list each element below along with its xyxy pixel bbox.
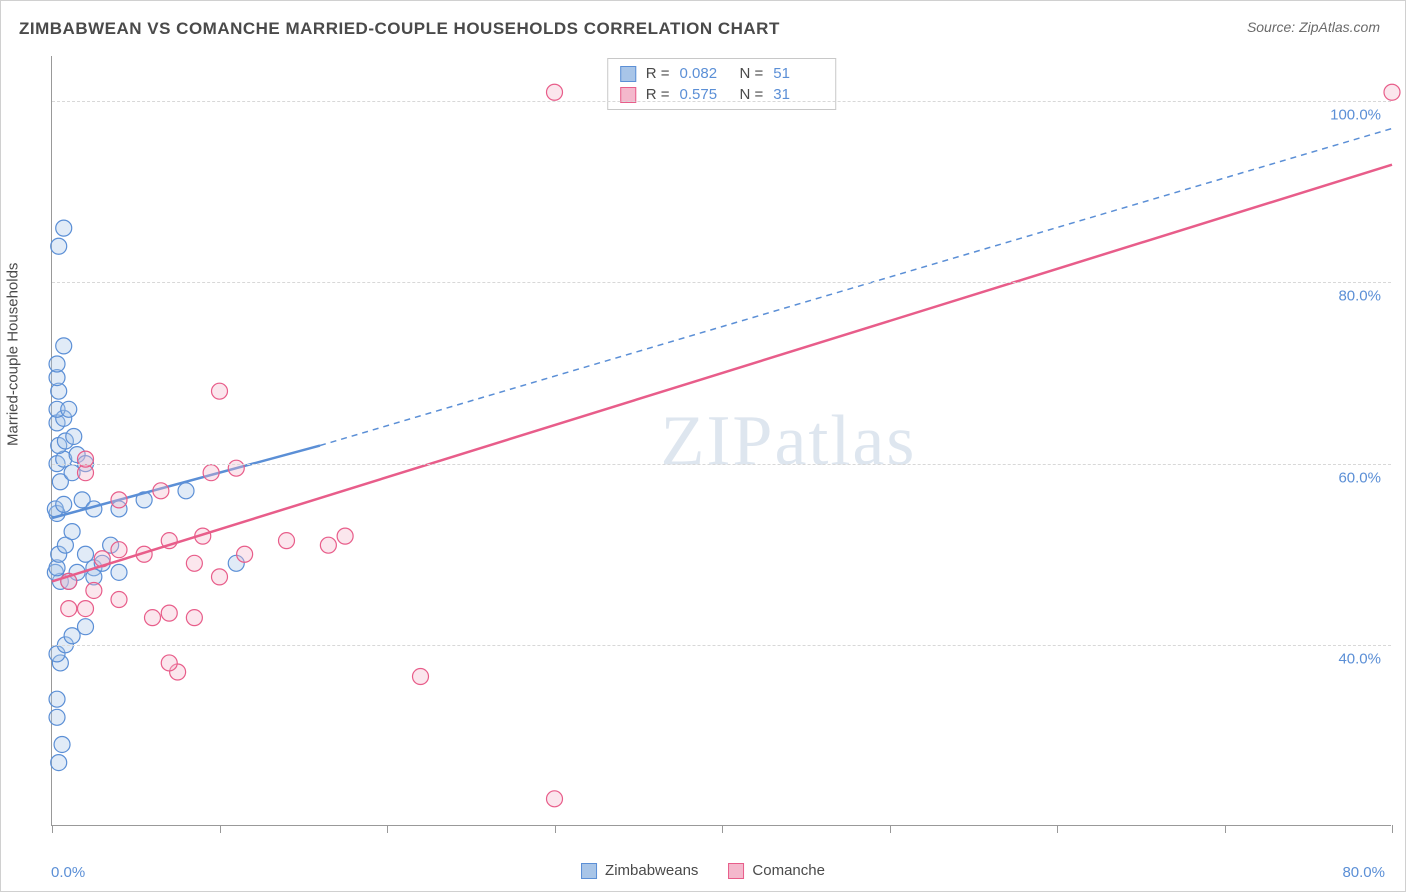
y-tick-label: 100.0% [1330, 107, 1381, 124]
scatter-point [337, 528, 353, 544]
x-tick [1057, 825, 1058, 833]
plot-svg [52, 56, 1391, 825]
gridline-h [52, 645, 1391, 646]
scatter-point [61, 601, 77, 617]
scatter-point [56, 220, 72, 236]
x-tick-80: 80.0% [1342, 864, 1385, 881]
x-tick [722, 825, 723, 833]
scatter-point [178, 483, 194, 499]
scatter-point [547, 84, 563, 100]
x-tick [387, 825, 388, 833]
x-tick [1225, 825, 1226, 833]
scatter-point [111, 492, 127, 508]
scatter-point [1384, 84, 1400, 100]
legend-row-blue: R = 0.082 N = 51 [620, 63, 824, 84]
scatter-point [78, 619, 94, 635]
legend-label-n: N = [740, 65, 764, 82]
scatter-point [237, 546, 253, 562]
legend-label-r: R = [646, 65, 670, 82]
legend-value-n-blue: 51 [773, 65, 823, 82]
x-tick [555, 825, 556, 833]
scatter-point [49, 709, 65, 725]
scatter-point [66, 428, 82, 444]
y-tick-label: 60.0% [1338, 469, 1381, 486]
legend-swatch-pink [728, 863, 744, 879]
scatter-point [86, 582, 102, 598]
scatter-point [161, 605, 177, 621]
legend-swatch-pink [620, 87, 636, 103]
scatter-point [111, 542, 127, 558]
chart-container: ZIMBABWEAN VS COMANCHE MARRIED-COUPLE HO… [0, 0, 1406, 892]
scatter-point [61, 401, 77, 417]
legend-swatch-blue [620, 66, 636, 82]
scatter-point [78, 601, 94, 617]
scatter-point [212, 383, 228, 399]
trend-line [52, 165, 1392, 582]
scatter-point [279, 533, 295, 549]
x-tick-0: 0.0% [51, 864, 85, 881]
scatter-point [153, 483, 169, 499]
y-tick-label: 40.0% [1338, 650, 1381, 667]
legend-text-blue: Zimbabweans [605, 862, 698, 879]
scatter-point [54, 736, 70, 752]
scatter-point [186, 610, 202, 626]
scatter-point [78, 451, 94, 467]
chart-title: ZIMBABWEAN VS COMANCHE MARRIED-COUPLE HO… [19, 19, 780, 39]
x-tick [220, 825, 221, 833]
scatter-point [64, 524, 80, 540]
scatter-point [228, 460, 244, 476]
legend-text-pink: Comanche [752, 862, 825, 879]
trend-line-dashed [320, 128, 1392, 445]
legend-value-r-blue: 0.082 [680, 65, 730, 82]
plot-area: ZIPatlas R = 0.082 N = 51 R = 0.575 N = … [51, 56, 1391, 826]
legend-item-pink: Comanche [728, 862, 825, 879]
scatter-point [320, 537, 336, 553]
scatter-point [111, 592, 127, 608]
x-tick [1392, 825, 1393, 833]
legend-series: Zimbabweans Comanche [581, 862, 825, 879]
scatter-point [186, 555, 202, 571]
scatter-point [56, 496, 72, 512]
scatter-point [56, 338, 72, 354]
gridline-h [52, 464, 1391, 465]
scatter-point [161, 655, 177, 671]
scatter-point [212, 569, 228, 585]
legend-item-blue: Zimbabweans [581, 862, 698, 879]
y-axis-label: Married-couple Households [5, 263, 22, 446]
scatter-point [51, 238, 67, 254]
y-tick-label: 80.0% [1338, 288, 1381, 305]
scatter-point [547, 791, 563, 807]
x-tick [52, 825, 53, 833]
gridline-h [52, 282, 1391, 283]
scatter-point [145, 610, 161, 626]
scatter-point [111, 564, 127, 580]
source-attribution: Source: ZipAtlas.com [1247, 19, 1380, 35]
scatter-point [203, 465, 219, 481]
scatter-point [51, 755, 67, 771]
legend-swatch-blue [581, 863, 597, 879]
gridline-h [52, 101, 1391, 102]
scatter-point [413, 669, 429, 685]
scatter-point [49, 356, 65, 372]
scatter-point [49, 691, 65, 707]
x-tick [890, 825, 891, 833]
